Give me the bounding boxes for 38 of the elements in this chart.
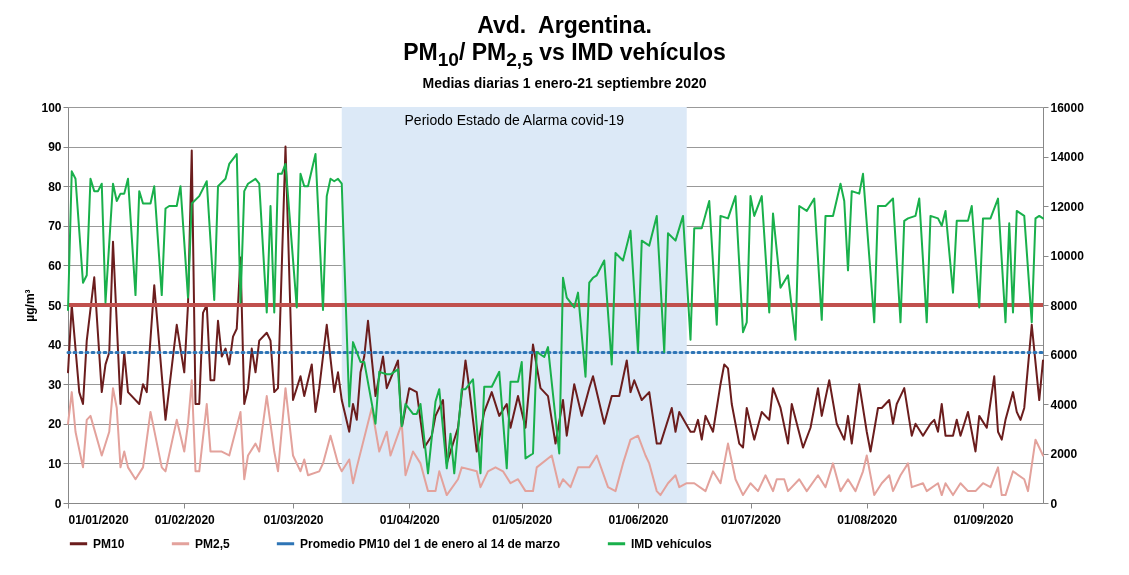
x-tick-label: 01/07/2020 xyxy=(720,512,782,527)
y2-tick-label: 8000 xyxy=(1050,298,1078,313)
legend-label: IMD vehículos xyxy=(631,536,713,551)
y-axis-title: µg/m³ xyxy=(23,288,38,322)
legend-label: PM10 xyxy=(93,536,125,551)
y2-tick-label: 14000 xyxy=(1050,149,1085,164)
x-tick-label: 01/05/2020 xyxy=(492,512,553,527)
y2-tick-label: 0 xyxy=(1050,496,1058,511)
x-tick-label: 01/01/2020 xyxy=(68,512,129,527)
chart-subtitle: Medias diarias 1 enero-21 septiembre 2020 xyxy=(421,74,708,91)
y-tick-label: 40 xyxy=(48,337,62,352)
y2-tick-label: 6000 xyxy=(1050,347,1078,362)
y-tick-label: 0 xyxy=(54,496,62,511)
line-series xyxy=(67,378,1044,496)
y2-tick-label: 16000 xyxy=(1050,100,1085,115)
y-tick-label: 50 xyxy=(48,298,62,313)
y-tick-label: 20 xyxy=(48,416,62,431)
y-tick-label: 10 xyxy=(48,456,62,471)
x-tick-label: 01/09/2020 xyxy=(953,512,1014,527)
y2-tick-label: 10000 xyxy=(1050,248,1085,263)
y-tick-label: 60 xyxy=(48,258,62,273)
legend-label: PM2,5 xyxy=(195,536,231,551)
x-tick-label: 01/04/2020 xyxy=(379,512,441,527)
x-tick-label: 01/06/2020 xyxy=(608,512,669,527)
chart-title: Avd. Argentina. PM$_{10}$/ PM$_{2,5}$ vs IMD vehículos xyxy=(403,12,726,70)
y-tick-label: 30 xyxy=(48,377,62,392)
y2-tick-label: 2000 xyxy=(1050,446,1078,461)
legend-label: Promedio PM10 del 1 de enero al 14 de marzo xyxy=(300,536,561,551)
x-tick-label: 01/08/2020 xyxy=(837,512,898,527)
y-tick-label: 100 xyxy=(41,100,62,115)
band-label: Periodo Estado de Alarma covid-19 xyxy=(404,111,625,128)
x-tick-label: 01/03/2020 xyxy=(263,512,324,527)
x-tick-label: 01/02/2020 xyxy=(154,512,216,527)
y-tick-label: 70 xyxy=(48,218,62,233)
y-tick-label: 80 xyxy=(48,179,62,194)
y-tick-label: 90 xyxy=(48,139,62,154)
y2-tick-label: 12000 xyxy=(1050,199,1085,214)
y2-tick-label: 4000 xyxy=(1050,397,1078,412)
